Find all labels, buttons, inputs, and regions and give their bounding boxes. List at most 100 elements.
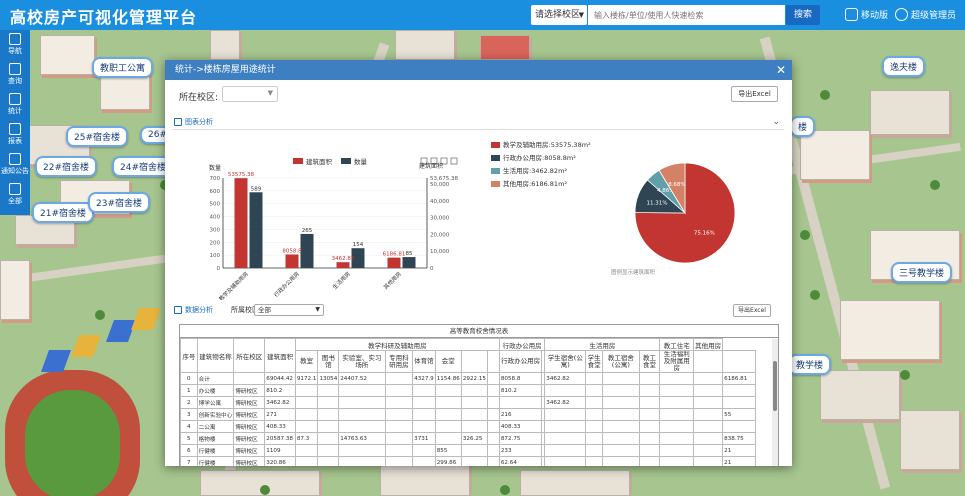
col-subheader: 专用科研用房 xyxy=(384,350,414,373)
col-group-header: 其他用房 xyxy=(693,338,724,351)
table-row[interactable]: 6 行健楼 博研校区 1109 855 233 21 xyxy=(180,444,778,457)
mobile-version-link[interactable]: 移动版 xyxy=(845,8,888,21)
campus-select[interactable]: 请选择校区 ▼ xyxy=(531,5,587,25)
user-menu[interactable]: 超级管理员 xyxy=(895,8,956,21)
table-cell: 博研校区 xyxy=(233,408,266,421)
dialog-header: 统计->楼栋房屋用途统计 ✕ xyxy=(165,60,792,80)
nav-item-navigate[interactable]: 导航 xyxy=(0,30,30,60)
table-cell xyxy=(602,456,640,466)
table-cell xyxy=(585,396,604,409)
bar-count xyxy=(300,233,314,268)
navigate-icon xyxy=(9,33,21,45)
table-cell xyxy=(693,408,724,421)
table-cell xyxy=(294,420,319,433)
table-cell xyxy=(338,456,386,466)
building-filter-label: 所属校区 xyxy=(231,306,259,314)
table-cell xyxy=(638,420,661,433)
map-label-dorm23[interactable]: 23#宿舍楼 xyxy=(88,192,150,213)
table-cell xyxy=(294,396,319,409)
map-label-teach-partial[interactable]: 教学楼 xyxy=(788,354,832,375)
pie-legend-item[interactable]: 其他用房:6186.81m² xyxy=(491,178,567,188)
table-cell xyxy=(460,408,489,421)
close-icon[interactable]: ✕ xyxy=(775,63,786,77)
scrollbar-thumb[interactable] xyxy=(773,361,777,411)
collapse-icon[interactable]: ⌄ xyxy=(772,117,780,127)
col-header-name: 建筑物名称 xyxy=(196,338,235,373)
table-cell: 299.86 xyxy=(434,456,462,466)
nav-item-notice[interactable]: 通知公告 xyxy=(0,150,30,180)
table-cell xyxy=(585,444,604,457)
left-axis-name: 数量 xyxy=(209,164,221,172)
table-row[interactable]: 4 二公寓 博研校区 408.33 408.33 xyxy=(180,420,778,433)
table-cell xyxy=(659,384,695,397)
table-row[interactable]: 5 格物楼 博研校区 20587.38 87.3 14763.63 3731 326.25 87… xyxy=(180,432,778,445)
table-cell xyxy=(338,384,386,397)
nav-item-query[interactable]: 查询 xyxy=(0,60,30,90)
table-row[interactable]: 7 行健楼 博研校区 320.86 299.86 62.64 21 xyxy=(180,456,778,466)
map-label-yifu[interactable]: 逸夫楼 xyxy=(882,56,926,77)
chevron-down-icon: ▼ xyxy=(267,89,273,97)
search-button[interactable]: 搜索 xyxy=(786,5,820,25)
table-cell: 合计 xyxy=(196,372,235,385)
table-cell: 3731 xyxy=(412,432,436,445)
table-cell: 6 xyxy=(180,444,198,457)
pie-legend-item[interactable]: 教学及辅助用房:53575.38m² xyxy=(491,139,591,149)
table-row[interactable]: 1 办公楼 博研校区 810.2 810.2 xyxy=(180,384,778,397)
col-subheader: 教工食堂 xyxy=(638,350,661,373)
legend-swatch xyxy=(293,158,303,164)
nav-item-report[interactable]: 报表 xyxy=(0,120,30,150)
table-cell xyxy=(317,384,340,397)
map-label-partial-right[interactable]: 楼 xyxy=(790,116,816,137)
right-tick-label: 30,000 xyxy=(430,216,450,222)
export-excel-small-button[interactable]: 导出Excel xyxy=(733,304,771,317)
nav-item-all[interactable]: 全部 xyxy=(0,180,30,210)
map-label-staff-apartment[interactable]: 教职工公寓 xyxy=(92,57,154,78)
table-cell: 8058.8 xyxy=(498,372,543,385)
campus-filter-select[interactable]: ▼ xyxy=(222,86,278,102)
left-nav: 导航 查询 统计 报表 通知公告 全部 xyxy=(0,30,30,215)
table-cell: 14763.63 xyxy=(338,432,386,445)
table-cell: 69044.42 xyxy=(264,372,296,385)
search-input[interactable] xyxy=(588,5,785,25)
legend-swatch xyxy=(341,158,351,164)
bar-area-label: 8058.8 xyxy=(282,248,302,254)
table-cell: 21 xyxy=(722,456,757,466)
table-cell xyxy=(602,384,640,397)
table-cell: 1109 xyxy=(264,444,296,457)
map-label-dorm25[interactable]: 25#宿舍楼 xyxy=(66,126,128,147)
data-section-title: 数据分析 xyxy=(185,306,213,314)
col-header-campus: 所在校区 xyxy=(233,338,266,373)
table-cell xyxy=(638,432,661,445)
table-scrollbar[interactable] xyxy=(772,339,778,466)
export-excel-button[interactable]: 导出Excel xyxy=(731,86,778,102)
toolbox-icon xyxy=(450,157,458,165)
table-cell xyxy=(487,420,500,433)
pie-legend-item[interactable]: 行政办公用房:8058.8m² xyxy=(491,152,576,162)
usage-pie-chart: 教学及辅助用房:53575.38m² 行政办公用房:8058.8m² 生活用房:… xyxy=(485,135,785,295)
table-cell xyxy=(659,456,695,466)
map-label-dorm22[interactable]: 22#宿舍楼 xyxy=(35,156,97,177)
table-row[interactable]: 2 博学公寓 博研校区 3462.82 3462.82 xyxy=(180,396,778,409)
nav-item-statistics[interactable]: 统计 xyxy=(0,90,30,120)
map-label-dorm21[interactable]: 21#宿舍楼 xyxy=(32,202,94,223)
col-group-header: 生活用房 xyxy=(544,338,661,351)
pie-legend-item[interactable]: 生活用房:3462.82m² xyxy=(491,165,567,175)
category-label: 教学及辅助用房 xyxy=(217,269,250,300)
chart-section-header[interactable]: 图表分析 ⌄ xyxy=(173,114,784,130)
bar-area xyxy=(285,254,299,268)
building-filter-select[interactable]: 全部 ▼ xyxy=(254,304,324,316)
pie-slice-label: 8.68% xyxy=(668,182,685,188)
table-row[interactable]: 3 创新实验中心 博研校区 271 216 55 xyxy=(180,408,778,421)
table-cell: 格物楼 xyxy=(196,432,235,445)
table-cell xyxy=(317,444,340,457)
table-row[interactable]: 0 合计 69044.42 9172.1 13054 24407.52 4327.9 1154… xyxy=(180,372,778,385)
table-title: 高等教育校舍情况表 xyxy=(180,325,778,338)
table-cell xyxy=(722,384,757,397)
table-cell: 博研校区 xyxy=(233,456,266,466)
table-cell: 62.64 xyxy=(498,456,543,466)
pie-slice-label: 75.16% xyxy=(694,231,715,237)
col-subheader: 会堂 xyxy=(434,350,462,373)
table-cell xyxy=(544,420,587,433)
table-cell: 21 xyxy=(722,444,757,457)
map-label-teach3[interactable]: 三号教学楼 xyxy=(891,262,953,283)
